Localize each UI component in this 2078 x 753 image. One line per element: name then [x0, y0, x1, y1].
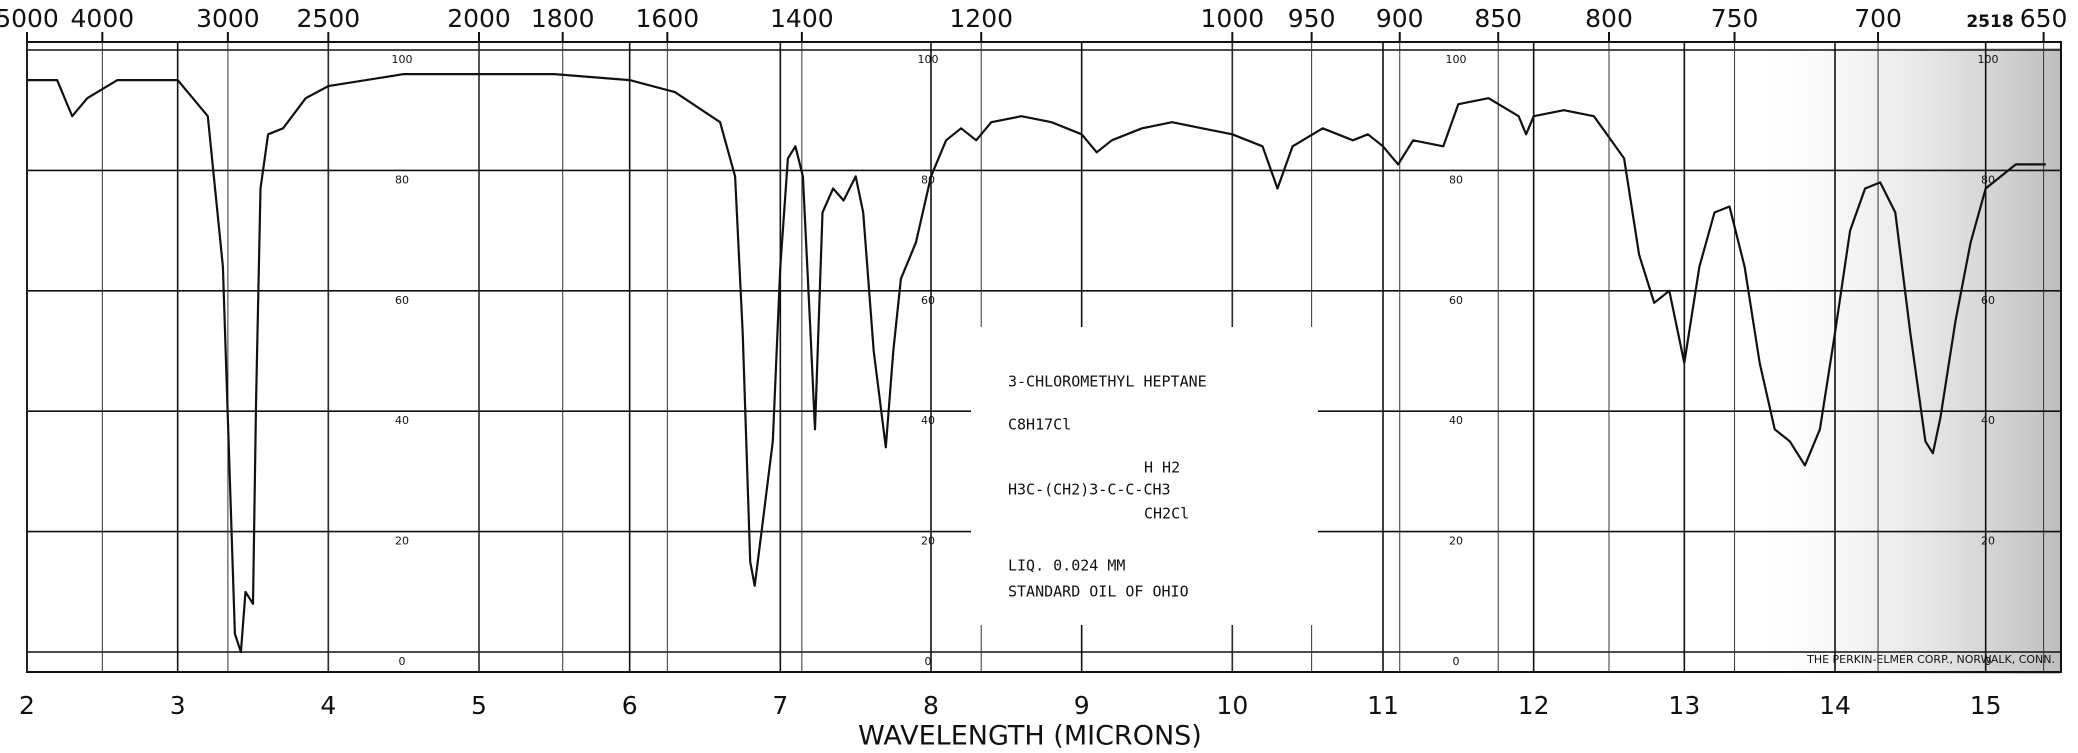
top-tick-label: 2500 [297, 4, 361, 33]
top-tick-label: 4000 [71, 4, 135, 33]
grid [26, 41, 2062, 673]
x-axis-label: WAVELENGTH (MICRONS) [858, 721, 1202, 750]
top-tick-label: 850 [1474, 4, 1522, 33]
x-tick-label: 12 [1518, 691, 1550, 720]
y-tick-label: 40 [395, 414, 409, 427]
top-tick-label: 3000 [196, 4, 260, 33]
x-tick-label: 15 [1970, 691, 2002, 720]
structure: H3C-(CH2)3-C-C-CH3 [1008, 481, 1171, 499]
y-tick-label: 20 [1981, 535, 1995, 548]
x-tick-label: 14 [1819, 691, 1851, 720]
maker: THE PERKIN-ELMER CORP., NORWALK, CONN. [1806, 653, 2055, 666]
y-tick-label: 60 [921, 294, 935, 307]
y-tick-label: 80 [395, 173, 409, 186]
chart-number: 2518 [1966, 12, 2013, 32]
y-tick-label: 80 [1449, 173, 1463, 186]
source: STANDARD OIL OF OHIO [1008, 583, 1189, 601]
y-tick-label: 40 [921, 414, 935, 427]
y-tick-label: 20 [1449, 535, 1463, 548]
sample-thickness: LIQ. 0.024 MM [1008, 557, 1125, 575]
y-tick-label: 20 [395, 535, 409, 548]
x-tick-label: 11 [1367, 691, 1399, 720]
top-tick-label: 800 [1585, 4, 1633, 33]
x-tick-label: 2 [19, 691, 35, 720]
top-tick-label: 700 [1854, 4, 1902, 33]
top-tick-label: 1600 [636, 4, 700, 33]
top-tick-label: 900 [1376, 4, 1424, 33]
top-tick-label: 2000 [447, 4, 511, 33]
structure-bottom: CH2Cl [1144, 505, 1189, 523]
y-tick-label: 100 [1446, 53, 1467, 66]
top-tick-label: 5000 [0, 4, 59, 33]
y-tick-label: 20 [921, 535, 935, 548]
label-box [971, 327, 1318, 625]
spectrum-line [27, 73, 2046, 654]
y-tick-label: 60 [1981, 294, 1995, 307]
y-tick-label: 0 [1985, 655, 1992, 668]
top-tick-label: 1200 [949, 4, 1013, 33]
y-tick-label: 0 [399, 655, 406, 668]
y-tick-label: 60 [395, 294, 409, 307]
x-tick-label: 7 [772, 691, 788, 720]
y-tick-label: 100 [1978, 53, 1999, 66]
shaded-edge [1760, 48, 2060, 674]
y-tick-label: 80 [921, 173, 935, 186]
x-tick-label: 3 [170, 691, 186, 720]
top-tick-label: 950 [1288, 4, 1336, 33]
x-tick-label: 13 [1668, 691, 1700, 720]
compound-name: 3-CHLOROMETHYL HEPTANE [1008, 373, 1207, 391]
y-tick-label: 100 [918, 53, 939, 66]
top-tick-label: 1800 [531, 4, 595, 33]
x-tick-label: 8 [923, 691, 939, 720]
top-tick-label: 750 [1711, 4, 1759, 33]
y-tick-label: 0 [1453, 655, 1460, 668]
top-tick-label: 1000 [1201, 4, 1265, 33]
sample-label: 3-CHLOROMETHYL HEPTANE C8H17Cl H H2 H3C-… [971, 327, 1318, 625]
structure-top: H H2 [1144, 459, 1180, 477]
x-tick-label: 6 [622, 691, 638, 720]
formula: C8H17Cl [1008, 416, 1071, 434]
y-tick-label: 40 [1449, 414, 1463, 427]
x-tick-label: 5 [471, 691, 487, 720]
x-tick-label: 4 [320, 691, 336, 720]
x-tick-label: 10 [1216, 691, 1248, 720]
x-tick-label: 9 [1074, 691, 1090, 720]
y-tick-label: 80 [1981, 173, 1995, 186]
y-tick-label: 60 [1449, 294, 1463, 307]
y-tick-label: 40 [1981, 414, 1995, 427]
y-tick-label: 0 [925, 655, 932, 668]
y-tick-label: 100 [392, 53, 413, 66]
top-tick-label: 1400 [770, 4, 834, 33]
top-tick-label: 650 [2020, 4, 2068, 33]
